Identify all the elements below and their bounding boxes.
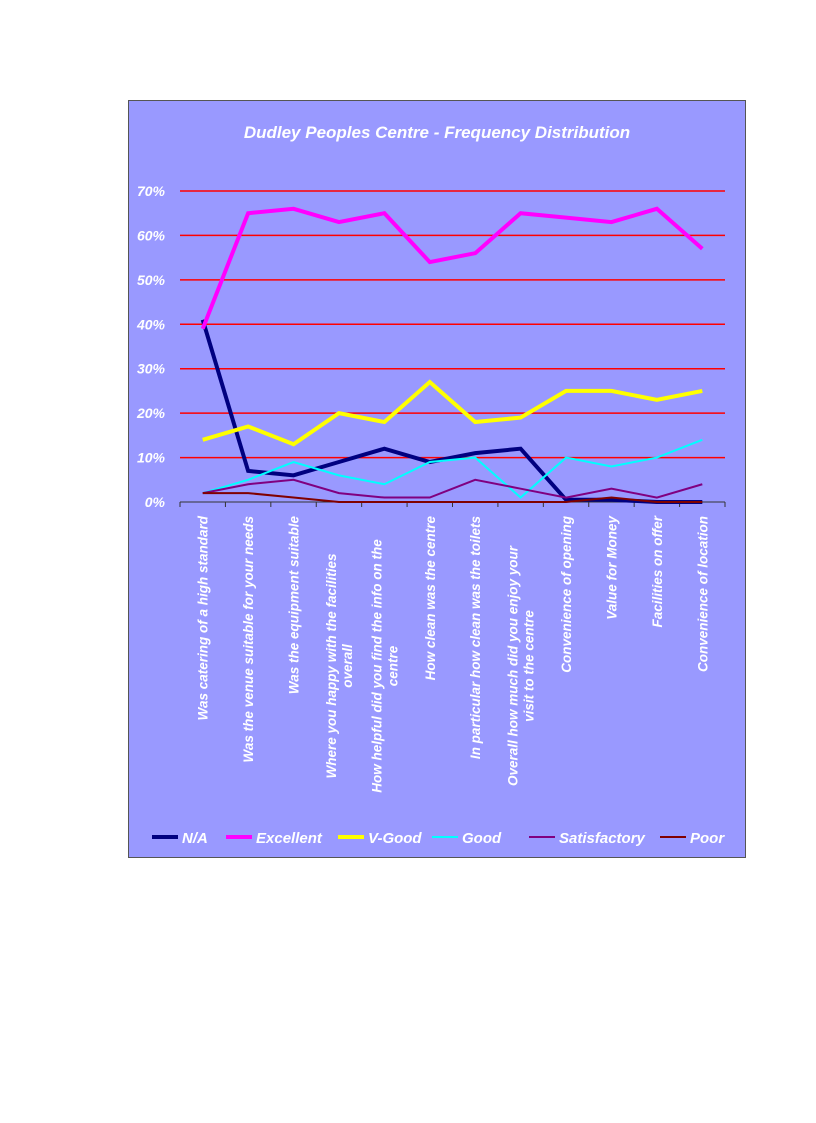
legend-entry: Good [462,830,502,847]
series-line-satisfactory [202,478,703,499]
x-tick-label: In particular how clean was the toilets [468,516,483,760]
y-tick-label: 0% [145,494,166,510]
legend-entry: V-Good [368,830,422,847]
x-tick-label: Where you happy with the facilitiesovera… [324,553,355,779]
legend-entry: Poor [690,830,725,847]
x-tick-label: How clean was the centre [423,516,438,681]
y-tick-label: 60% [137,227,166,243]
legend-entry: N/A [182,830,208,847]
x-tick-label: Value for Money [604,515,619,620]
y-tick-label: 50% [137,272,166,288]
series-line-good [202,438,703,499]
x-tick-label: Facilities on offer [650,515,665,627]
legend-entry: Satisfactory [559,830,646,847]
legend-entry: Excellent [256,830,323,847]
y-tick-label: 10% [137,450,166,466]
x-tick-label: Convenience of location [695,516,710,672]
series-line-poor [202,492,703,503]
x-tick-label: Was catering of a high standard [196,515,211,720]
x-tick-label: Was the equipment suitable [287,516,302,695]
chart-area [128,100,746,858]
y-tick-label: 20% [136,405,166,421]
x-tick-label: Overall how much did you enjoy yourvisit… [506,545,537,786]
series-line-n-a [200,319,703,504]
y-tick-label: 40% [136,316,166,332]
x-tick-label: How helpful did you find the info on the… [369,539,400,793]
series-line-excellent [200,206,704,330]
chart-title: Dudley Peoples Centre - Frequency Distri… [244,123,630,142]
y-tick-label: 30% [137,361,166,377]
series-line-v-good [202,379,703,447]
x-tick-label: Convenience of opening [559,515,574,673]
x-tick-label: Was the venue suitable for your needs [241,516,256,763]
y-tick-label: 70% [137,183,166,199]
